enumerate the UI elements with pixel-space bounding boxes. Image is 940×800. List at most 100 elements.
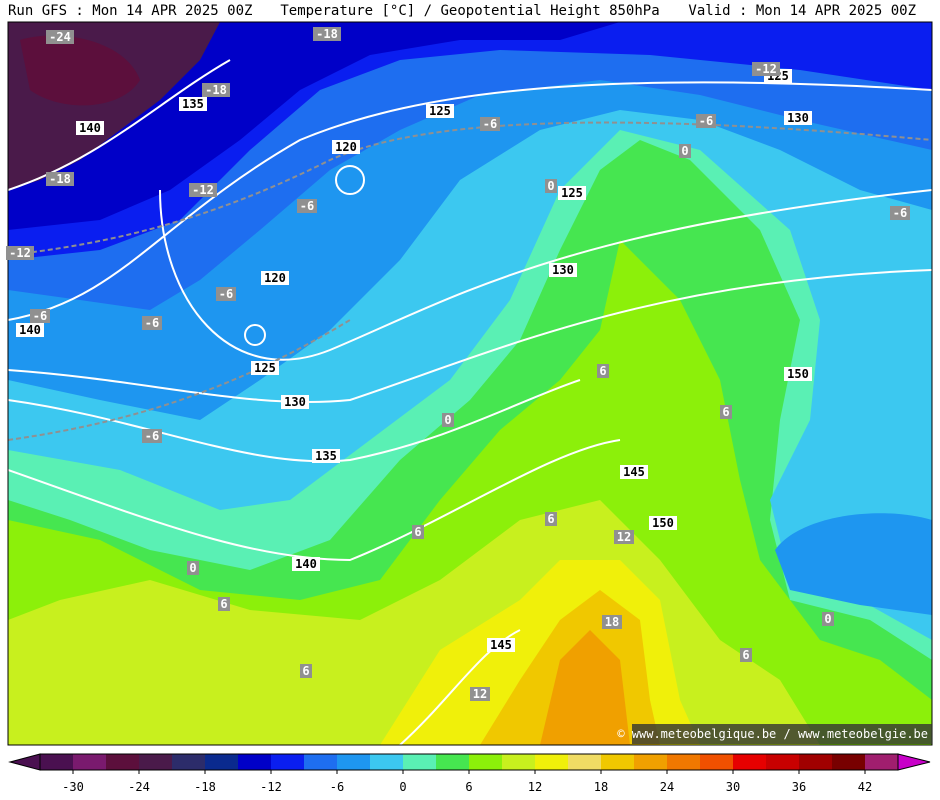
colorbar-swatch xyxy=(40,754,74,770)
temperature-label: -18 xyxy=(49,172,71,186)
height-label-bg xyxy=(332,140,360,154)
temperature-label-bg xyxy=(6,246,34,260)
header-center: Temperature [°C] / Geopotential Height 8… xyxy=(280,3,659,19)
height-label-bg xyxy=(558,186,586,200)
colorbar-swatch xyxy=(436,754,470,770)
temperature-label: 6 xyxy=(302,664,309,678)
colorbar-swatch xyxy=(403,754,437,770)
colorbar-swatch xyxy=(766,754,800,770)
height-label-bg xyxy=(76,121,104,135)
temperature-label-bg xyxy=(602,615,622,629)
height-label: 135 xyxy=(182,97,204,111)
temperature-label-bg xyxy=(614,530,634,544)
colorbar-swatch xyxy=(238,754,272,770)
temperature-label: 12 xyxy=(617,530,631,544)
height-label-bg xyxy=(620,465,648,479)
temperature-label-bg xyxy=(46,172,74,186)
height-label: 130 xyxy=(552,263,574,277)
height-label-bg xyxy=(549,263,577,277)
temperature-label: -24 xyxy=(49,30,71,44)
colorbar-swatch xyxy=(568,754,602,770)
temperature-label: -6 xyxy=(33,309,47,323)
colorbar-tick-label: 42 xyxy=(858,780,872,794)
colorbar-arrow-right xyxy=(897,753,931,771)
colorbar-swatch xyxy=(469,754,503,770)
temperature-label: 6 xyxy=(547,512,554,526)
colorbar-tick-label: 24 xyxy=(660,780,674,794)
height-label-bg xyxy=(179,97,207,111)
watermark: © www.meteobelgique.be / www.meteobelgie… xyxy=(617,727,928,741)
temperature-label-bg xyxy=(545,512,557,526)
height-label-bg xyxy=(281,395,309,409)
height-label: 150 xyxy=(787,367,809,381)
temperature-label: -6 xyxy=(219,287,233,301)
temperature-label: 0 xyxy=(444,413,451,427)
height-label: 125 xyxy=(254,361,276,375)
temperature-label: 6 xyxy=(599,364,606,378)
height-label: 125 xyxy=(429,104,451,118)
temperature-label-bg xyxy=(442,413,454,427)
temperature-label-bg xyxy=(696,114,716,128)
temperature-label-bg xyxy=(313,27,341,41)
height-label: 145 xyxy=(490,638,512,652)
temperature-label: 0 xyxy=(547,179,554,193)
temperature-label: -6 xyxy=(145,429,159,443)
colorbar-swatch xyxy=(700,754,734,770)
height-label-bg xyxy=(16,323,44,337)
header-left: Run GFS : Mon 14 APR 2025 00Z xyxy=(8,3,252,19)
height-label: 125 xyxy=(561,186,583,200)
colorbar-swatch xyxy=(601,754,635,770)
height-label: 135 xyxy=(315,449,337,463)
height-label: 140 xyxy=(295,557,317,571)
temperature-label-bg xyxy=(216,287,236,301)
temperature-label-bg xyxy=(202,83,230,97)
map-field xyxy=(7,21,933,746)
temperature-label-bg xyxy=(740,648,752,662)
height-label: 120 xyxy=(335,140,357,154)
temperature-label-bg xyxy=(412,525,424,539)
colorbar-swatch xyxy=(205,754,239,770)
colorbar-swatch xyxy=(865,754,899,770)
colorbar-swatch xyxy=(337,754,371,770)
temperature-label: -6 xyxy=(483,117,497,131)
height-label-bg xyxy=(649,516,677,530)
colorbar-swatch xyxy=(172,754,206,770)
colorbar-tick-label: 6 xyxy=(465,780,472,794)
temperature-label-bg xyxy=(142,429,162,443)
height-label-bg xyxy=(251,361,279,375)
colorbar-tick-label: 18 xyxy=(594,780,608,794)
colorbar-arrow-left xyxy=(8,753,41,771)
temperature-label: 6 xyxy=(742,648,749,662)
height-label-bg xyxy=(292,557,320,571)
height-label-bg xyxy=(487,638,515,652)
height-label-bg xyxy=(312,449,340,463)
temperature-label-bg xyxy=(300,664,312,678)
colorbar-tick-label: -12 xyxy=(260,780,282,794)
temperature-label-bg xyxy=(545,179,557,193)
temperature-label: -12 xyxy=(755,62,777,76)
temperature-label-bg xyxy=(752,62,780,76)
temperature-label: -6 xyxy=(893,206,907,220)
temperature-label: -18 xyxy=(316,27,338,41)
height-label: 130 xyxy=(284,395,306,409)
temperature-label: -12 xyxy=(9,246,31,260)
temperature-label: 6 xyxy=(414,525,421,539)
temperature-label-bg xyxy=(30,309,50,323)
colorbar-tick-label: 0 xyxy=(399,780,406,794)
colorbar-swatch xyxy=(139,754,173,770)
colorbar-swatch xyxy=(73,754,107,770)
temperature-label-bg xyxy=(679,144,691,158)
temperature-label-bg xyxy=(720,405,732,419)
colorbar-swatch xyxy=(106,754,140,770)
colorbar-swatch xyxy=(535,754,569,770)
height-label-bg xyxy=(784,367,812,381)
temperature-label: -6 xyxy=(300,199,314,213)
colorbar-tick-label: -18 xyxy=(194,780,216,794)
watermark-bg xyxy=(632,724,932,744)
temperature-label: 0 xyxy=(189,561,196,575)
temperature-label-bg xyxy=(822,612,834,626)
temperature-label: 6 xyxy=(722,405,729,419)
temperature-label: 6 xyxy=(220,597,227,611)
